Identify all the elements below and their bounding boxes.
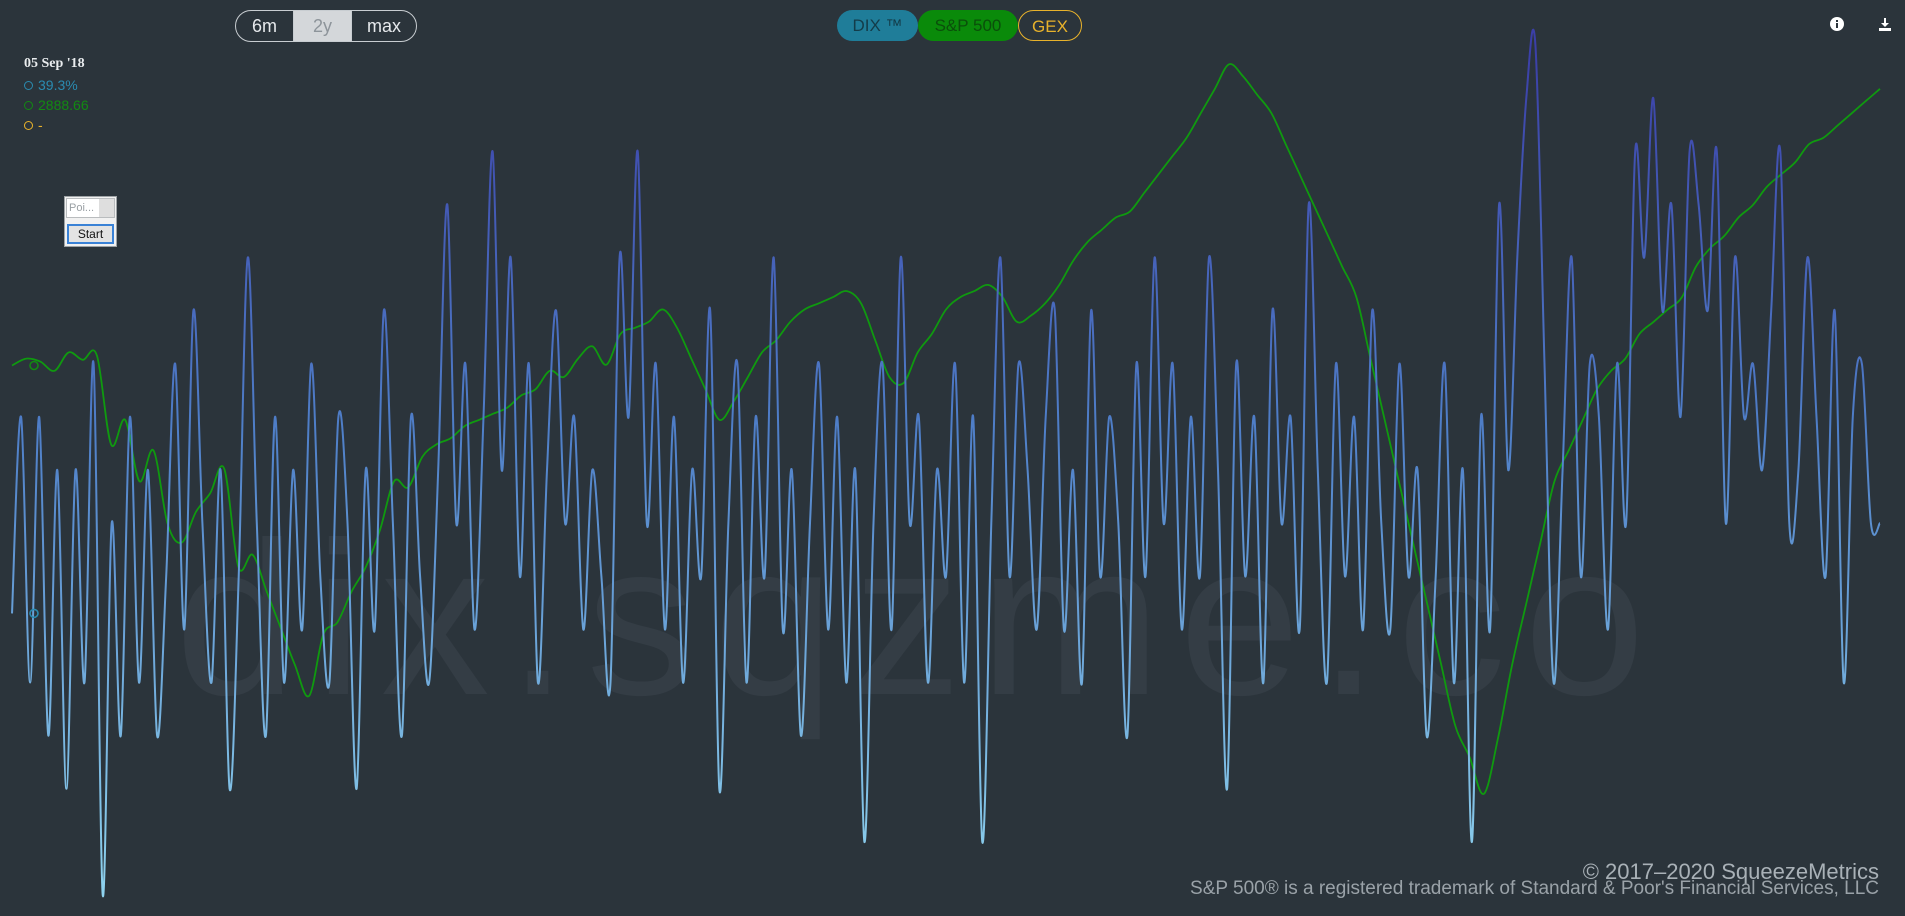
tooltip-spx-row: 2888.66 — [24, 95, 89, 115]
tooltip-gex-row: - — [24, 115, 89, 135]
poi-select-value: Poi... — [69, 202, 95, 214]
download-icon[interactable] — [1877, 16, 1893, 32]
range-selector: 6m 2y max — [235, 10, 417, 42]
dix-legend-dot — [24, 80, 33, 90]
tooltip-gex-value: - — [38, 117, 43, 133]
hover-tooltip: 05 Sep '18 39.3% 2888.66 - — [24, 56, 89, 135]
hover-markers — [29, 360, 39, 619]
trademark-text: S&P 500® is a registered trademark of St… — [1190, 878, 1879, 899]
tooltip-dix-value: 39.3% — [38, 77, 78, 93]
range-6m-button[interactable]: 6m — [236, 11, 294, 41]
series-toggle-group: DIX ™ S&P 500 GEX — [837, 10, 1082, 41]
copyright-text: © 2017–2020 SqueezeMetrics — [1582, 859, 1879, 884]
range-2y-button[interactable]: 2y — [294, 11, 352, 41]
spx-hover-marker — [29, 360, 39, 371]
start-button[interactable]: Start — [67, 224, 114, 244]
gex-toggle-button[interactable]: GEX — [1018, 10, 1082, 41]
dix-hover-marker — [29, 608, 39, 619]
poi-widget: Poi... Start — [64, 196, 117, 247]
dix-toggle-button[interactable]: DIX ™ — [837, 10, 918, 41]
tooltip-dix-row: 39.3% — [24, 75, 89, 95]
tooltip-spx-value: 2888.66 — [38, 97, 89, 113]
range-max-button[interactable]: max — [366, 16, 401, 36]
tooltip-date: 05 Sep '18 — [24, 56, 85, 71]
dix-line — [11, 28, 1881, 898]
spx-line — [11, 63, 1881, 795]
info-icon[interactable] — [1829, 16, 1845, 32]
gex-legend-dot — [24, 120, 33, 130]
dix-series — [11, 28, 1881, 898]
poi-select[interactable]: Poi... — [66, 198, 115, 218]
spx-legend-dot — [24, 100, 33, 110]
spx-series — [11, 63, 1881, 795]
chevron-down-icon[interactable] — [99, 199, 114, 217]
spx-toggle-button[interactable]: S&P 500 — [918, 10, 1018, 41]
